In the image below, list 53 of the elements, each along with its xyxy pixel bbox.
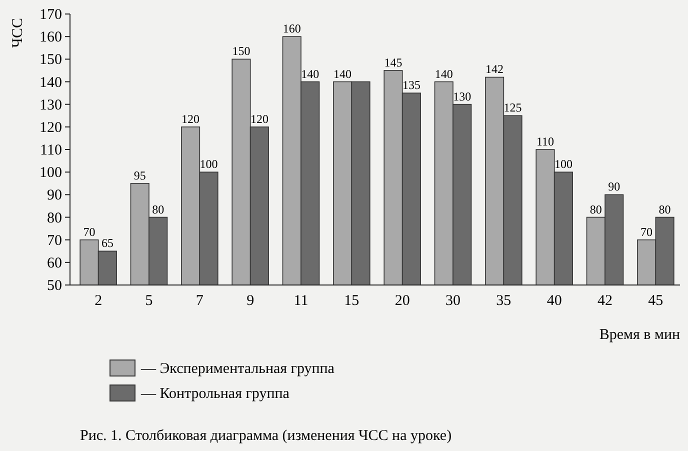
data-label: 95 xyxy=(134,168,146,182)
data-label: 120 xyxy=(250,112,268,126)
y-tick-label: 100 xyxy=(40,165,62,182)
x-tick-label: 20 xyxy=(394,293,410,309)
data-label: 100 xyxy=(200,157,218,172)
x-tick-label: 35 xyxy=(496,293,512,309)
y-tick-label: 170 xyxy=(40,7,62,23)
x-tick-label: 7 xyxy=(196,293,204,309)
data-label: 125 xyxy=(504,100,522,115)
y-axis-title: ЧСС xyxy=(10,18,26,48)
legend-label: — Контрольная группа xyxy=(140,386,290,402)
data-label: 145 xyxy=(384,55,402,70)
data-label: 135 xyxy=(402,78,420,92)
y-tick-label: 110 xyxy=(40,142,62,158)
text: Рис. 1. Столбиковая диаграмма (изменения ЧСС на уроке) xyxy=(80,428,452,444)
data-label: 100 xyxy=(554,157,572,172)
y-tick-label: 50 xyxy=(47,278,62,294)
y-tick-label: 70 xyxy=(47,232,62,249)
data-label: 150 xyxy=(232,44,250,58)
y-tick-label: 140 xyxy=(40,74,62,91)
x-tick-label: 9 xyxy=(246,293,254,309)
data-label: 80 xyxy=(590,202,602,216)
data-label: 130 xyxy=(453,89,472,104)
data-label: 90 xyxy=(608,180,620,194)
legend-label: — Экспериментальная группа xyxy=(140,361,335,377)
data-label: 140 xyxy=(301,66,320,81)
y-tick-label: 80 xyxy=(47,210,62,226)
y-tick-label: 90 xyxy=(47,188,62,204)
data-label: 140 xyxy=(434,66,453,81)
x-tick-label: 30 xyxy=(446,293,461,309)
x-tick-label: 2 xyxy=(94,293,102,309)
data-label: 140 xyxy=(334,66,352,81)
data-label: 110 xyxy=(536,134,554,148)
data-label: 80 xyxy=(152,202,164,216)
data-label: 160 xyxy=(282,22,301,36)
y-tick-label: 120 xyxy=(40,120,62,136)
y-tick-label: 150 xyxy=(40,52,62,68)
y-tick-label: 60 xyxy=(47,255,62,272)
data-label: 120 xyxy=(182,112,200,126)
data-label: 142 xyxy=(486,62,504,76)
x-tick-label: 11 xyxy=(294,293,308,309)
x-tick-label: 40 xyxy=(546,293,562,309)
data-label: 65 xyxy=(101,236,114,250)
x-tick-label: 45 xyxy=(648,293,664,309)
x-axis-title: Время в мин xyxy=(599,327,680,343)
data-label: 70 xyxy=(83,224,96,239)
y-tick-label: 130 xyxy=(40,97,62,114)
x-tick-label: 42 xyxy=(598,293,613,309)
x-tick-label: 15 xyxy=(344,293,360,309)
data-label: 80 xyxy=(658,202,671,216)
y-tick-label: 160 xyxy=(40,30,62,46)
x-tick-label: 5 xyxy=(145,293,153,309)
data-label: 70 xyxy=(640,224,653,239)
